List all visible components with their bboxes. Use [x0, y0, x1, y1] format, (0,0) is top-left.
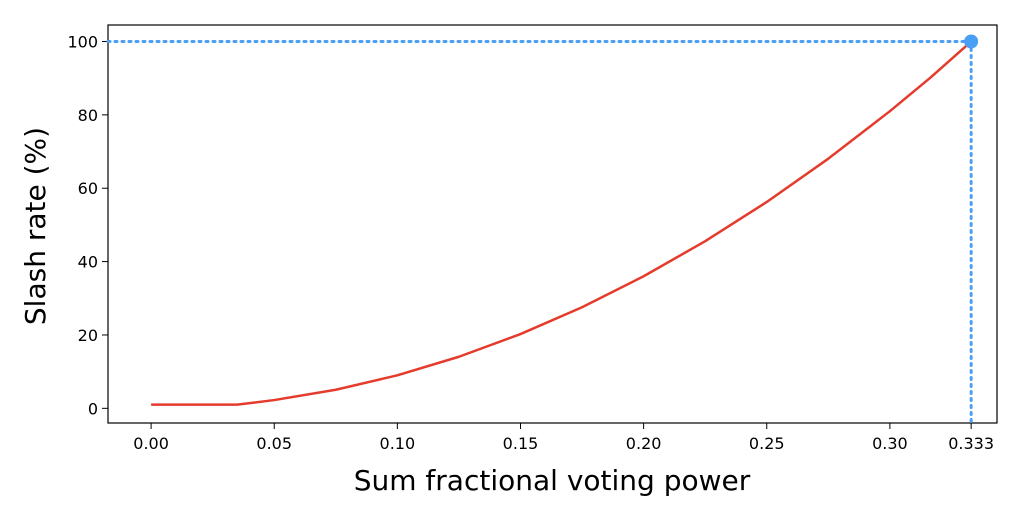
x-tick-label: 0.30 — [872, 434, 908, 453]
y-tick-label: 80 — [78, 106, 98, 125]
ticks: 0.00 0.05 0.10 0.15 0.20 0.25 0.30 0.333 0 20 40 60… — [67, 33, 994, 453]
x-tick-label: 0.05 — [256, 434, 292, 453]
x-tick-label: 0.333 — [948, 434, 994, 453]
y-tick-label: 0 — [88, 399, 98, 418]
y-tick-label: 20 — [78, 326, 98, 345]
x-tick-label: 0.25 — [749, 434, 785, 453]
x-tick-label: 0.10 — [380, 434, 416, 453]
y-tick-label: 60 — [78, 179, 98, 198]
y-tick-label: 100 — [67, 33, 98, 52]
x-axis-title: Sum fractional voting power — [354, 464, 751, 497]
axes — [107, 24, 998, 424]
x-tick-label: 0.20 — [626, 434, 662, 453]
plot-frame — [107, 24, 998, 424]
series-layer — [106, 34, 979, 425]
x-tick-label: 0.15 — [503, 434, 539, 453]
y-tick-label: 40 — [78, 253, 98, 272]
x-tick-label: 0.00 — [133, 434, 169, 453]
slash-rate-line — [151, 40, 972, 406]
y-axis-title: Slash rate (%) — [19, 127, 52, 325]
max-point-marker — [964, 34, 979, 49]
